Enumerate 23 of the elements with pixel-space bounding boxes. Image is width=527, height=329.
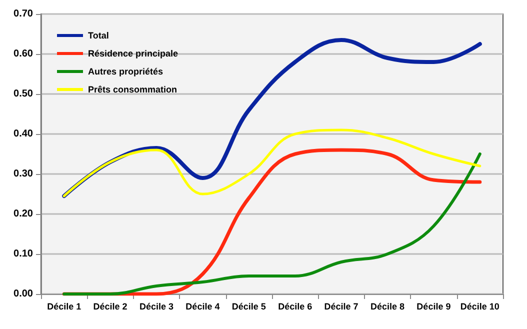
y-tick-label: 0.00 [14,288,34,300]
legend-label: Total [88,30,109,40]
y-tick-label: 0.30 [14,168,34,180]
x-tick-label: Décile 5 [232,302,266,312]
y-tick-label: 0.20 [14,208,34,220]
x-tick-label: Décile 9 [416,302,451,312]
x-tick-label: Décile 3 [139,302,174,312]
x-tick-label: Décile 6 [278,302,312,312]
y-tick-label: 0.70 [14,8,34,20]
line-series [62,128,482,198]
y-tick-label: 0.40 [14,128,34,140]
y-tick-label: 0.60 [14,48,34,60]
x-tick-label: Décile 1 [47,302,82,312]
y-tick-label: 0.50 [14,88,34,100]
legend-label: Résidence principale [88,48,178,58]
legend-label: Autres propriétés [88,66,164,76]
x-tick-label: Décile 8 [370,302,405,312]
y-tick-label: 0.10 [14,248,34,260]
x-tick-label: Décile 4 [186,302,220,312]
legend-label: Prêts consommation [88,84,178,94]
x-tick-label: Décile 7 [324,302,358,312]
x-tick-label: Décile 2 [93,302,128,312]
x-tick-label: Décile 10 [460,302,500,312]
